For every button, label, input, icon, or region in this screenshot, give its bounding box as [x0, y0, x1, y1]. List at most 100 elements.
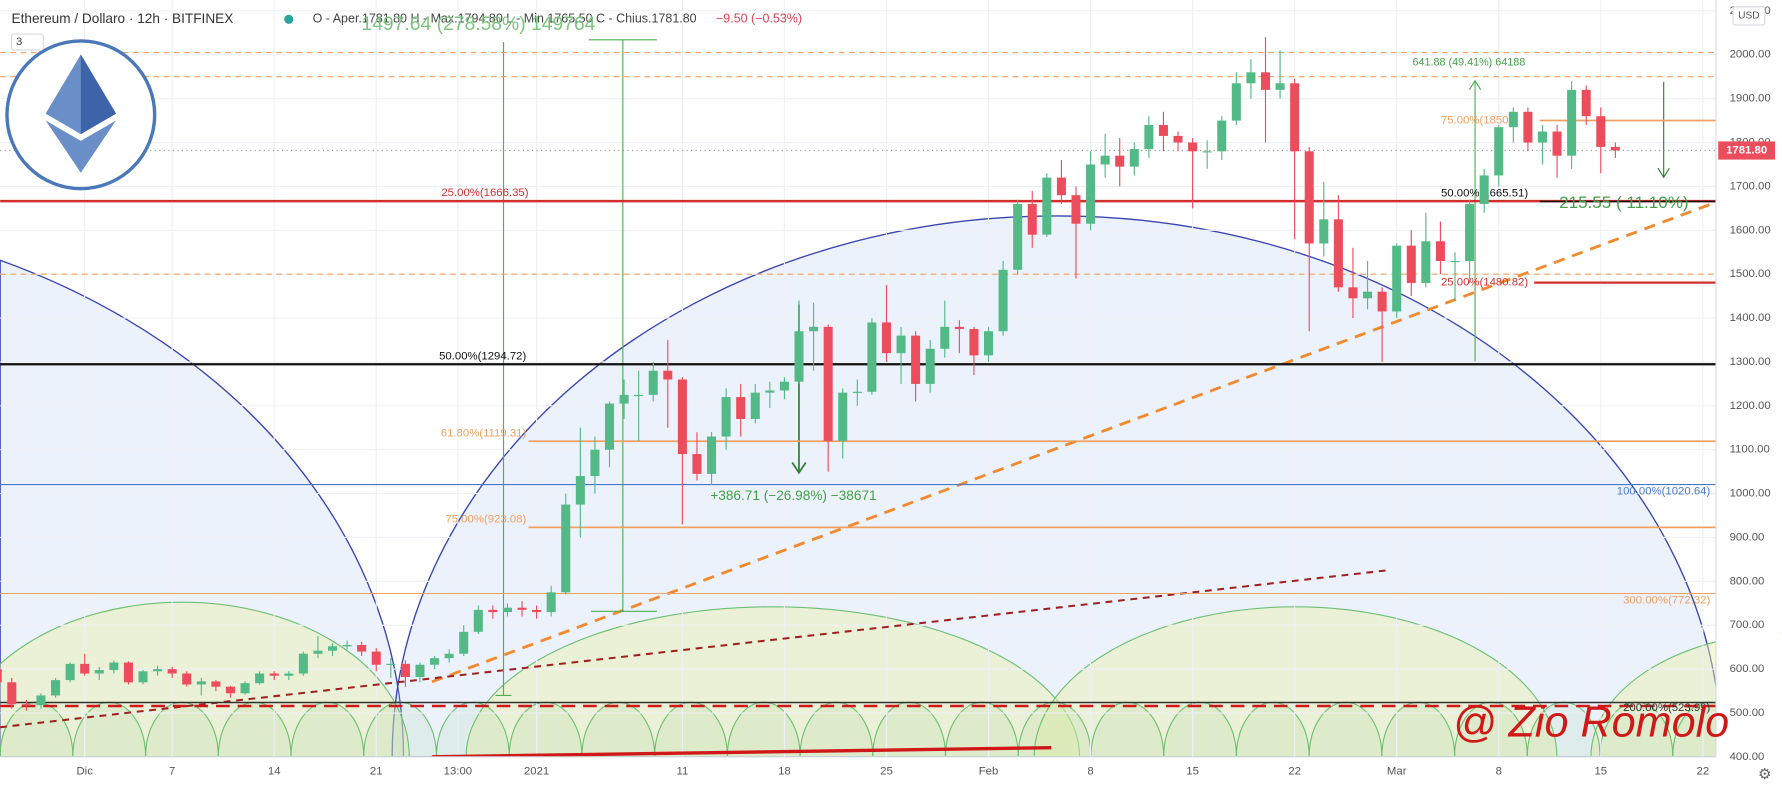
- candle-body: [36, 695, 46, 706]
- candle-body: [998, 269, 1008, 332]
- candle-body: [1581, 89, 1591, 117]
- y-tick-label: 600.00: [1730, 663, 1765, 675]
- candle-body: [109, 662, 119, 671]
- y-tick-label: 1300.00: [1730, 356, 1771, 368]
- y-tick-label: 2000.00: [1730, 49, 1771, 61]
- status-dot: [284, 14, 294, 24]
- candle-body: [313, 650, 323, 654]
- candle-body: [1217, 120, 1227, 152]
- candle-body: [1333, 219, 1343, 288]
- cycle-arc: [0, 601, 410, 758]
- last-price-tag: [1718, 141, 1776, 160]
- measure-label: 1497.64 (278.58%) 149764: [361, 14, 595, 35]
- candle-body: [240, 683, 250, 694]
- x-tick-label: 11: [676, 766, 688, 778]
- candle-body: [153, 669, 163, 672]
- x-tick-label: Mar: [1387, 766, 1407, 778]
- candle-body: [604, 403, 615, 450]
- y-tick-label: 800.00: [1730, 575, 1765, 587]
- fib-label: 50.00%(1294.72): [439, 350, 526, 362]
- candle-body: [677, 379, 687, 455]
- currency: USD: [1738, 11, 1760, 22]
- candle-body: [65, 663, 75, 681]
- currency-box[interactable]: [1732, 6, 1766, 26]
- candle-body: [532, 609, 542, 613]
- logo-shape: [80, 54, 117, 135]
- candle-body: [794, 331, 804, 382]
- x-tick-label: Dic: [76, 766, 93, 778]
- y-tick-label: 1100.00: [1730, 444, 1770, 456]
- indicator-toggle[interactable]: [10, 33, 44, 51]
- candle-body: [1246, 72, 1256, 84]
- candle-body: [1435, 241, 1445, 262]
- candle-body: [1188, 142, 1198, 152]
- y-tick-label: 1400.00: [1730, 312, 1771, 324]
- x-tick-label: 2021: [524, 766, 549, 778]
- candle-body: [867, 322, 877, 392]
- last-price-label: 1781.80: [1726, 145, 1767, 157]
- candle-body: [765, 390, 775, 393]
- candle-body: [1494, 127, 1504, 176]
- candle-body: [823, 326, 833, 441]
- trend-line: [431, 745, 1052, 759]
- candle-body: [1479, 175, 1489, 204]
- candle-body: [590, 449, 600, 477]
- fib-label: 200.00%(523.99): [1623, 702, 1710, 714]
- candle-body: [517, 607, 527, 610]
- levels: 25.00%(1666.35) 50.00%(1294.72) 61.80%(111…: [0, 51, 1716, 714]
- candle-body: [1523, 111, 1533, 143]
- measure-label: +386.71 (−26.98%) −38671: [710, 488, 876, 503]
- candle-body: [1348, 287, 1358, 299]
- y-tick-label: 1900.00: [1730, 93, 1771, 105]
- trend-line: [0, 569, 1387, 729]
- x-tick-label: 15: [1594, 766, 1607, 778]
- measure-label: 641.88 (49.41%) 64188: [1413, 56, 1526, 68]
- candle-body: [371, 651, 381, 665]
- candle-body: [94, 670, 104, 674]
- candle-body: [1042, 177, 1052, 235]
- candle-body: [1421, 241, 1431, 283]
- signature: @ Zio Romolo: [1453, 698, 1729, 746]
- x-tick-label: 14: [268, 766, 281, 778]
- candle-body: [1567, 89, 1577, 156]
- candle-body: [692, 454, 702, 474]
- y-tick-label: 400.00: [1730, 751, 1765, 763]
- y-tick-label: 1200.00: [1730, 400, 1771, 412]
- x-tick-label: 8: [1496, 766, 1502, 778]
- candle-body: [1610, 146, 1620, 151]
- candle-body: [1406, 245, 1416, 283]
- settings-icon[interactable]: ⚙: [1758, 767, 1771, 783]
- candle-body: [7, 682, 17, 705]
- candle-body: [386, 663, 396, 666]
- indicator-count: 3: [16, 36, 22, 48]
- fib-label: 100.00%(1020.64): [1617, 485, 1711, 497]
- candle-body: [1071, 195, 1081, 224]
- candle-body: [575, 476, 585, 505]
- candle-body: [1173, 135, 1183, 143]
- candle-body: [750, 392, 760, 419]
- candle-body: [1086, 164, 1096, 224]
- candle-body: [459, 631, 469, 654]
- chart-title: Ethereum / Dollaro · 12h · BITFINEX: [12, 11, 234, 26]
- candle-body: [123, 662, 133, 683]
- candle-body: [721, 397, 731, 437]
- candle-body: [809, 326, 819, 332]
- candle-body: [663, 370, 673, 380]
- x-tick-label: 21: [370, 766, 383, 778]
- candle-body: [1537, 131, 1547, 143]
- candle-body: [619, 394, 629, 404]
- candle-body: [1377, 291, 1387, 312]
- candle-body: [896, 335, 906, 354]
- candle-body: [546, 592, 556, 613]
- y-tick-label: 1500.00: [1730, 268, 1771, 280]
- small-arcs: [0, 701, 1747, 757]
- candle-body: [473, 609, 483, 632]
- candle-body: [779, 381, 789, 391]
- candle-body: [969, 329, 979, 356]
- x-tick-label: 18: [778, 766, 791, 778]
- x-tick-label: 22: [1697, 766, 1710, 778]
- candle-body: [284, 673, 294, 676]
